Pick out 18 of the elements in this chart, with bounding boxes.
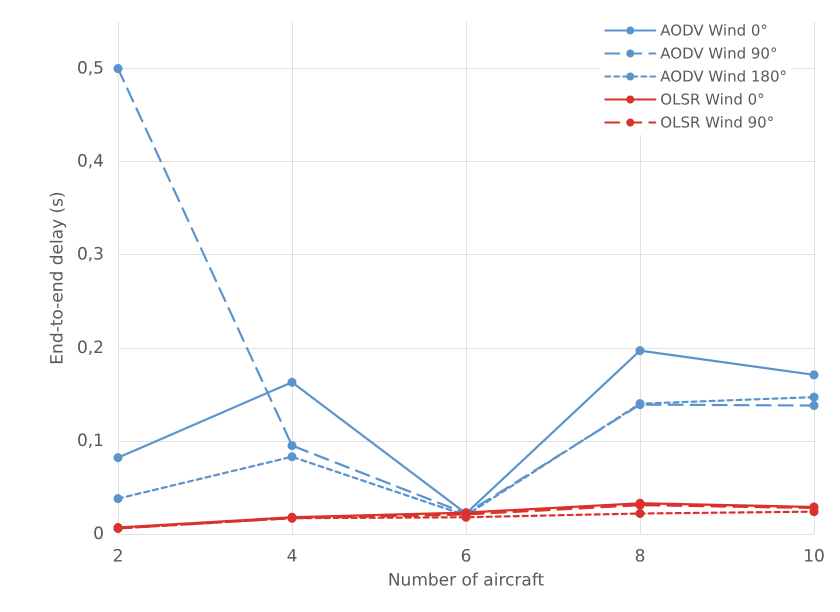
x-tick-label: 8	[634, 546, 646, 566]
legend-label: AODV Wind 0°	[660, 22, 768, 40]
legend-label: OLSR Wind 0°	[660, 90, 765, 108]
y-tick-label: 0,5	[76, 58, 104, 79]
x-tick-label: 10	[803, 546, 825, 566]
y-tick-label: 0,4	[76, 152, 104, 172]
x-axis-title: Number of aircraft	[388, 570, 544, 590]
legend-label: AODV Wind 90°	[660, 44, 778, 62]
y-axis-title: End-to-end delay (s)	[48, 191, 68, 365]
x-tick-label: 2	[112, 546, 124, 566]
y-tick-label: 0,1	[76, 430, 104, 451]
y-tick-label: 0,3	[76, 244, 104, 265]
legend-label: OLSR Wind 90°	[660, 114, 774, 132]
x-tick-label: 4	[286, 546, 298, 566]
legend-label: AODV Wind 180°	[660, 68, 787, 86]
x-tick-label: 6	[460, 546, 472, 566]
y-tick-label: 0	[93, 524, 104, 544]
y-tick-label: 0,2	[76, 338, 104, 358]
